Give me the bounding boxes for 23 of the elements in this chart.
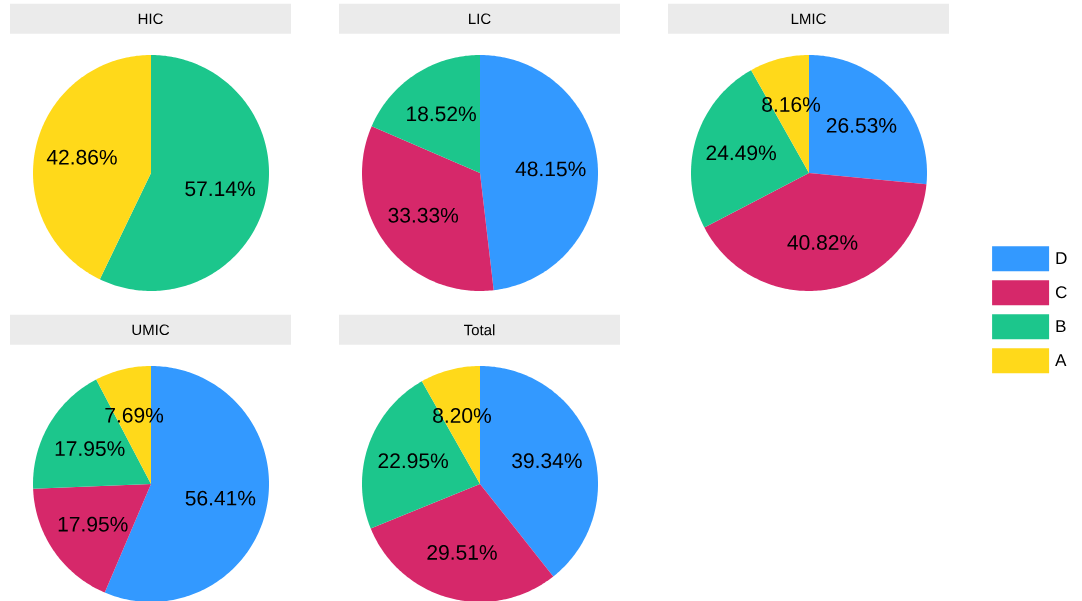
chart-title: UMIC [132,324,170,336]
data-label: 56.41% [185,490,256,506]
data-label: 26.53% [826,117,897,133]
data-label: 33.33% [388,207,459,223]
legend-label: C [1055,286,1067,299]
chart-title: LIC [469,13,491,25]
chart-title: LMIC [791,13,826,25]
legend-label: B [1056,320,1066,332]
chart-title: Total [463,324,495,336]
data-label: 42.86% [46,149,117,165]
data-label: 40.82% [787,235,858,250]
data-label: 22.95% [378,453,448,469]
data-label: 29.51% [427,545,497,560]
chart-title: HIC [138,13,163,25]
data-label: 17.95% [58,516,128,532]
data-label: 48.15% [515,161,586,177]
data-label: 17.95% [55,441,125,457]
data-label: 39.34% [512,453,582,469]
data-label: 57.14% [185,181,255,197]
legend-label: D [1056,252,1067,264]
data-label: 24.49% [706,145,776,161]
data-label: 18.52% [407,106,476,122]
legend-label: A [1055,354,1067,366]
